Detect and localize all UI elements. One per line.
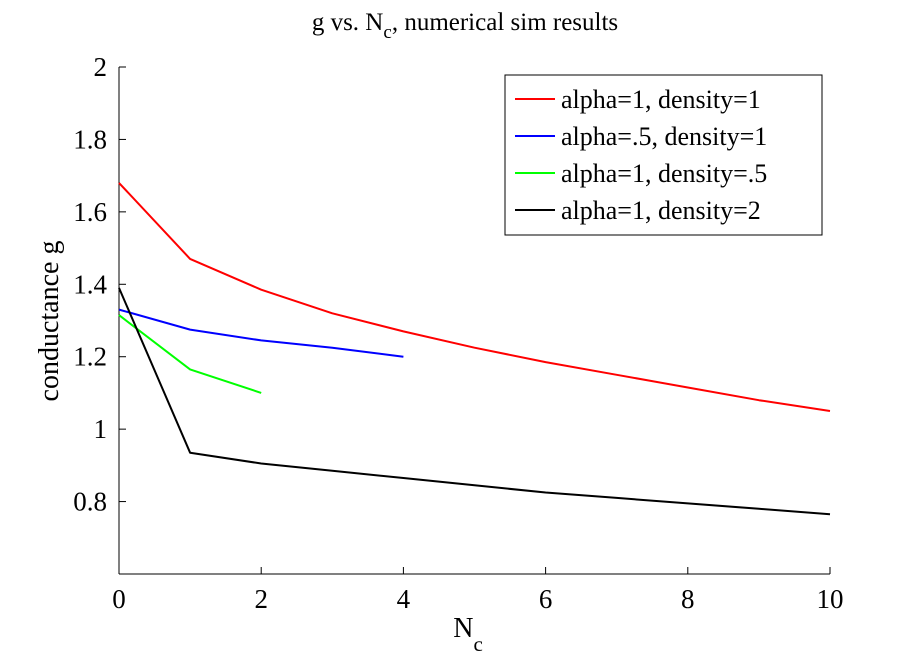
legend-label: alpha=1, density=1: [561, 85, 761, 114]
axes: 0 2 4 6 8 10 0.8 1 1.2 1.4 1.6 1.8 2: [73, 52, 843, 614]
y-tick-label: 1.6: [73, 197, 107, 227]
x-tick-label: 4: [397, 584, 411, 614]
x-tick-label: 10: [817, 584, 844, 614]
x-tick-label: 0: [112, 584, 126, 614]
legend-label: alpha=1, density=.5: [561, 159, 767, 188]
legend-label: alpha=.5, density=1: [561, 122, 767, 151]
y-tick-label: 0.8: [73, 487, 107, 517]
y-tick-label: 1: [94, 414, 108, 444]
series-line-2: [118, 308, 404, 358]
x-axis-label: Nc: [453, 613, 483, 656]
x-tick-label: 2: [254, 584, 268, 614]
series-line-3: [118, 314, 262, 394]
x-tick-label: 8: [681, 584, 695, 614]
chart-title-subscript: c: [383, 22, 391, 43]
series-layer: [118, 182, 831, 516]
x-axis-label-main: N: [453, 613, 473, 644]
x-axis-label-subscript: c: [473, 632, 482, 656]
legend: alpha=1, density=1 alpha=.5, density=1 alp…: [504, 74, 823, 236]
chart-title: g vs. Nc, numerical sim results: [312, 9, 618, 43]
y-tick-label: 2: [94, 52, 108, 82]
legend-label: alpha=1, density=2: [561, 196, 761, 225]
y-tick-label: 1.2: [73, 342, 107, 372]
chart-title-main: g vs. N: [312, 9, 384, 36]
chart-title-suffix: , numerical sim results: [392, 9, 618, 36]
y-tick-label: 1.4: [73, 269, 107, 299]
y-tick-label: 1.8: [73, 124, 107, 154]
y-axis-label: conductance g: [34, 241, 65, 402]
series-line-1: [118, 182, 831, 412]
x-tick-label: 6: [539, 584, 553, 614]
legend-box: [504, 74, 823, 236]
series-line-4: [118, 287, 831, 516]
